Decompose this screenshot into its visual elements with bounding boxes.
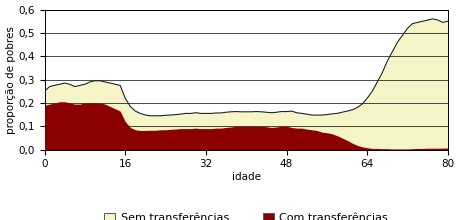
X-axis label: idade: idade — [231, 172, 260, 182]
Legend: Sem transferências, Com transferências: Sem transferências, Com transferências — [100, 208, 392, 220]
Y-axis label: proporção de pobres: proporção de pobres — [6, 26, 16, 134]
